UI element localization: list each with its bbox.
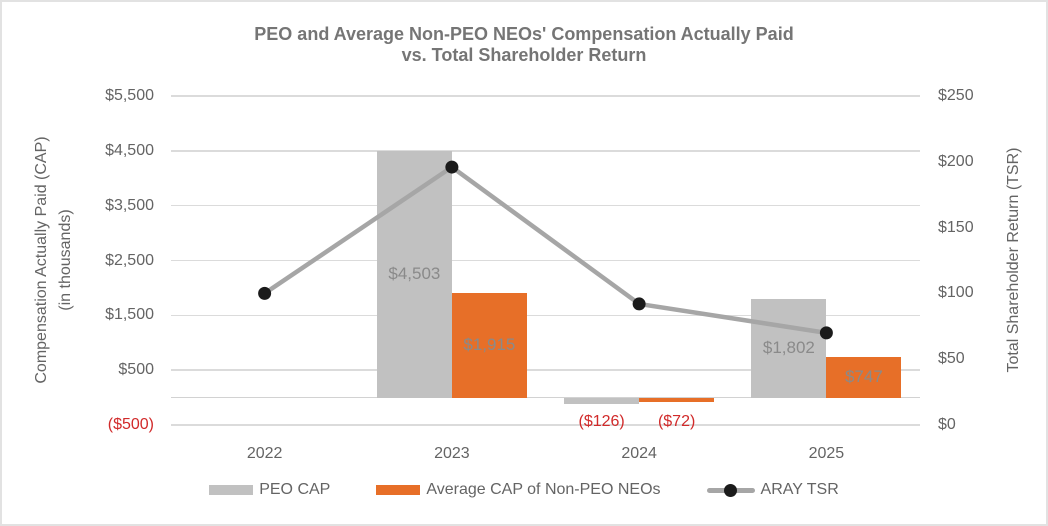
left-axis-tick-label: $2,500 <box>105 251 154 269</box>
gridline <box>171 424 920 426</box>
gridline <box>171 150 920 152</box>
bar-value-label-average-cap-of-non-peo-neos-2025: $747 <box>844 367 883 387</box>
chart-title: PEO and Average Non-PEO NEOs' Compensati… <box>2 24 1046 66</box>
x-axis-label-2024: 2024 <box>621 445 657 462</box>
legend-item-aray-tsr: ARAY TSR <box>706 481 839 499</box>
legend-label-avg-cap-non-peo-neos: Average CAP of Non-PEO NEOs <box>426 481 661 498</box>
right-axis-title: Total Shareholder Return (TSR) <box>1005 147 1022 373</box>
right-axis-tick-label: $150 <box>938 218 974 236</box>
legend-label-peo-cap: PEO CAP <box>259 481 331 498</box>
left-axis-tick-label: $500 <box>118 361 154 379</box>
left-axis-tick-label: $1,500 <box>105 306 154 324</box>
gridline <box>171 259 920 262</box>
legend-swatch-avg-cap-non-peo-neos <box>376 485 421 495</box>
legend-marker-dot <box>723 483 737 497</box>
legend-line-sample <box>706 483 755 497</box>
bar-value-label-peo-cap-2024: ($126) <box>578 412 625 430</box>
bar-value-label-average-cap-of-non-peo-neos-2023: $1,915 <box>463 335 516 355</box>
legend-item-peo-cap: PEO CAP <box>209 481 330 499</box>
aray-tsr-marker-2022 <box>258 286 272 300</box>
bar-average-cap-of-non-peo-neos-2024 <box>639 397 715 402</box>
x-axis-label-2025: 2025 <box>808 445 845 462</box>
left-axis-tick-label: $4,500 <box>105 141 154 159</box>
category-axis-line <box>171 396 920 399</box>
bar-value-label-peo-cap-2025: $1,802 <box>762 338 815 358</box>
x-axis-label-2022: 2022 <box>246 445 283 462</box>
aray-tsr-marker-2024 <box>632 297 646 311</box>
right-axis-tick-label: $200 <box>938 152 974 170</box>
right-axis-tick-label: $250 <box>938 87 974 104</box>
right-axis-tick-label: $100 <box>938 284 974 302</box>
legend-item-avg-cap-non-peo-neos: Average CAP of Non-PEO NEOs <box>376 481 661 499</box>
right-axis-tick-label: $0 <box>938 416 956 433</box>
x-axis-label-2023: 2023 <box>434 445 470 462</box>
chart-title-line2: vs. Total Shareholder Return <box>401 45 647 65</box>
bar-value-label-average-cap-of-non-peo-neos-2024: ($72) <box>657 412 696 430</box>
chart-title-line1: PEO and Average Non-PEO NEOs' Compensati… <box>254 24 794 44</box>
gridline <box>171 204 920 207</box>
left-axis-tick-label: $3,500 <box>105 196 154 214</box>
left-axis-tick-label: ($500) <box>107 416 154 433</box>
bar-average-cap-of-non-peo-neos-2025 <box>826 356 902 398</box>
bar-peo-cap-2024 <box>564 397 640 405</box>
gridline <box>171 369 920 371</box>
legend-label-aray-tsr: ARAY TSR <box>760 481 839 498</box>
gridline <box>171 95 920 97</box>
bar-value-label-peo-cap-2023: $4,503 <box>388 264 441 284</box>
legend: PEO CAP Average CAP of Non-PEO NEOs ARAY… <box>2 481 1046 499</box>
right-axis-tick-label: $50 <box>938 350 965 368</box>
legend-swatch-peo-cap <box>209 485 254 495</box>
aray-tsr-line <box>262 164 829 336</box>
left-axis-tick-label: $5,500 <box>105 87 154 104</box>
